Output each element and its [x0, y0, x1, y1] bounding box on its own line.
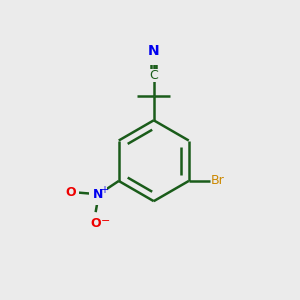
Text: N: N	[148, 44, 160, 58]
Text: N: N	[93, 188, 103, 201]
Text: Br: Br	[211, 175, 224, 188]
Text: C: C	[149, 69, 158, 82]
Text: −: −	[101, 216, 110, 226]
Text: O: O	[90, 217, 101, 230]
Text: +: +	[100, 185, 108, 195]
Text: O: O	[65, 186, 76, 199]
